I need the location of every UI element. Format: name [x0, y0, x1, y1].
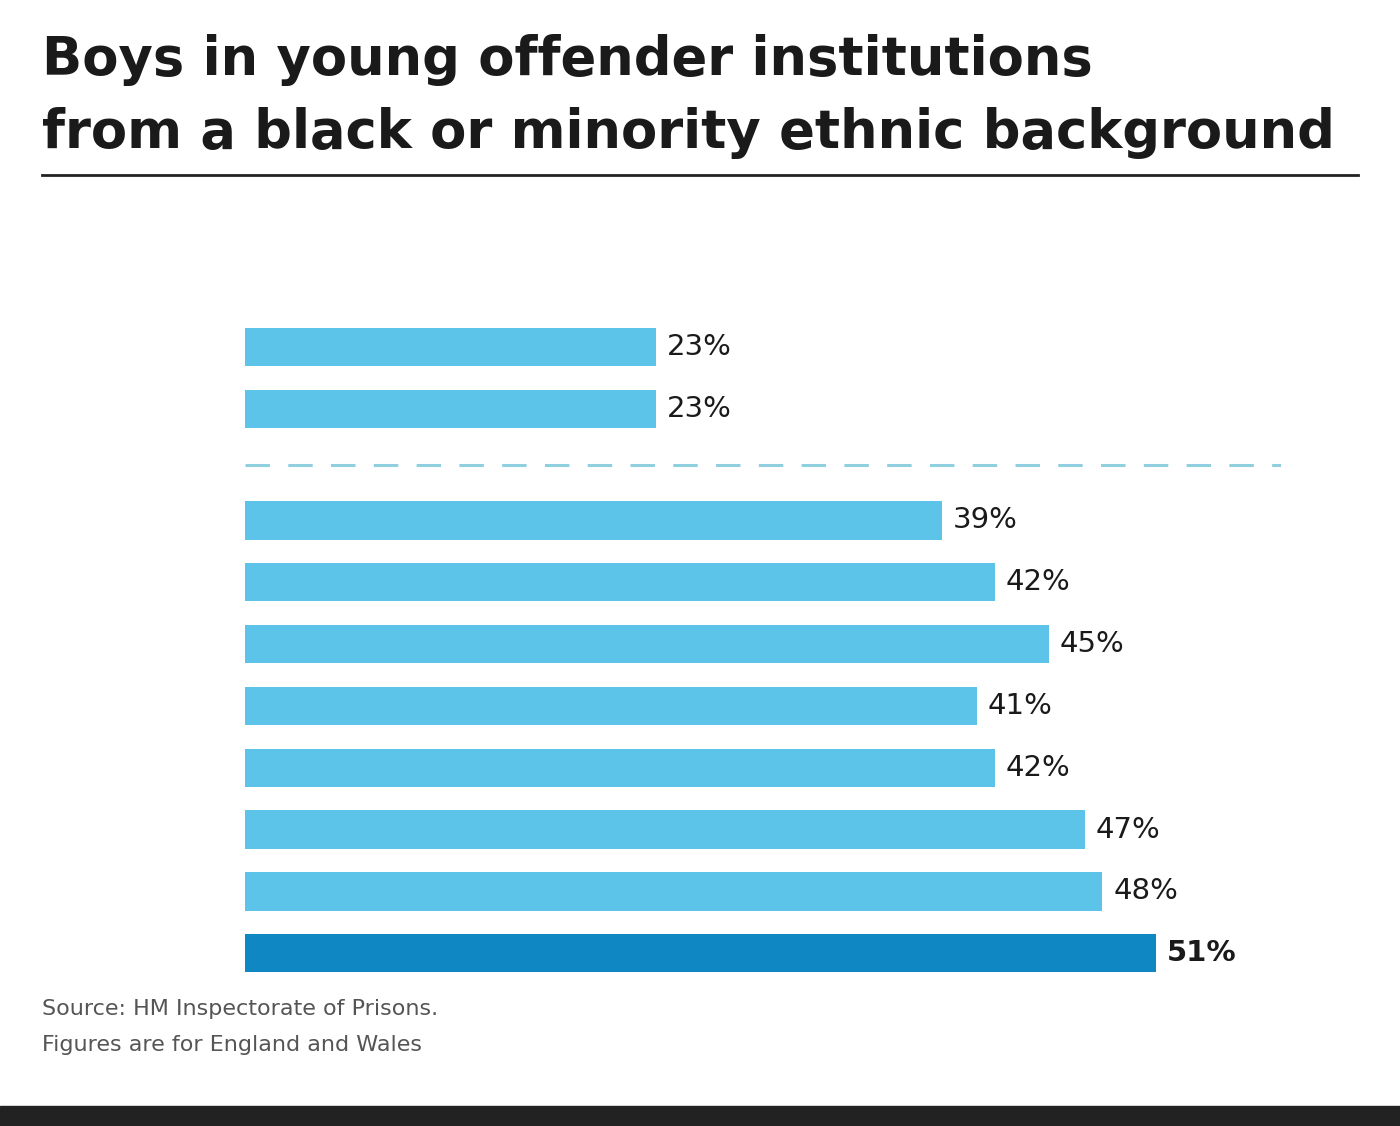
Text: 23%: 23% [666, 333, 731, 361]
Text: 42%: 42% [1007, 753, 1071, 781]
Bar [245, 687, 977, 725]
Text: 45%: 45% [1060, 631, 1124, 658]
Bar [245, 563, 995, 601]
Bar [245, 749, 995, 787]
Bar [245, 390, 655, 428]
Bar [245, 873, 1102, 911]
Text: PA: PA [1253, 1033, 1309, 1071]
Text: Boys in young offender institutions: Boys in young offender institutions [42, 34, 1093, 86]
Text: 47%: 47% [1095, 815, 1161, 843]
Text: from a black or minority ethnic background: from a black or minority ethnic backgrou… [42, 107, 1334, 159]
Bar [245, 328, 655, 366]
Text: Source: HM Inspectorate of Prisons.: Source: HM Inspectorate of Prisons. [42, 999, 438, 1019]
Bar [245, 625, 1049, 663]
Text: 41%: 41% [988, 691, 1053, 720]
Text: 48%: 48% [1113, 877, 1177, 905]
Bar [245, 935, 1156, 973]
Text: 39%: 39% [952, 507, 1018, 535]
Text: 51%: 51% [1166, 939, 1236, 967]
Bar [245, 811, 1085, 849]
Text: 23%: 23% [666, 395, 731, 423]
Bar [245, 501, 942, 539]
Text: 42%: 42% [1007, 569, 1071, 597]
Text: Figures are for England and Wales: Figures are for England and Wales [42, 1035, 421, 1055]
